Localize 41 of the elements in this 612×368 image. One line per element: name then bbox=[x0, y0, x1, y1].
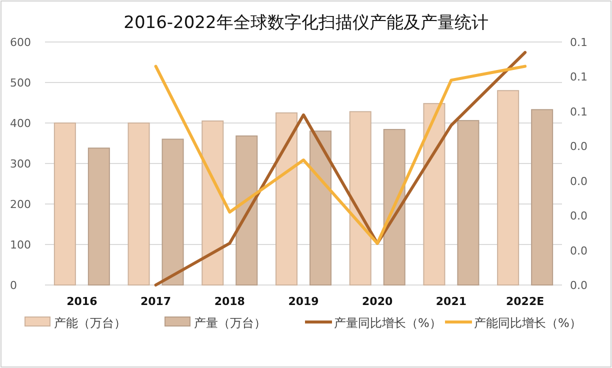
x-tick-label: 2017 bbox=[140, 295, 172, 308]
bar bbox=[162, 138, 184, 286]
x-tick-label: 2018 bbox=[214, 295, 245, 308]
bar bbox=[128, 122, 150, 286]
y2-tick-label: 0.1 bbox=[570, 105, 588, 118]
y-tick-label: 300 bbox=[10, 158, 31, 170]
chart-title: 2016-2022年全球数字化扫描仪产能及产量统计 bbox=[124, 13, 488, 33]
y2-tick-label: 0.1 bbox=[570, 70, 588, 84]
y2-tick-label: 0.0 bbox=[570, 174, 588, 188]
bar bbox=[202, 120, 224, 286]
bar bbox=[310, 130, 332, 286]
y-tick-label: 200 bbox=[10, 198, 31, 211]
x-tick-label: 2019 bbox=[288, 295, 319, 308]
x-tick-label: 2022E bbox=[506, 295, 544, 308]
y-tick-label: 100 bbox=[10, 238, 31, 252]
bar bbox=[531, 109, 554, 286]
bar bbox=[236, 135, 258, 286]
legend-label: 产能（万台） bbox=[54, 316, 126, 330]
x-tick-label: 2020 bbox=[362, 295, 394, 308]
bar bbox=[383, 128, 406, 286]
y2-tick-label: 0.0 bbox=[570, 210, 588, 223]
legend-label: 产能同比增长（%） bbox=[474, 316, 582, 330]
y2-tick-label: 0.1 bbox=[570, 36, 588, 49]
x-tick-label: 2016 bbox=[66, 295, 98, 308]
y-tick-label: 0 bbox=[10, 279, 17, 292]
bar bbox=[276, 112, 298, 286]
bar bbox=[54, 122, 76, 286]
bar bbox=[423, 103, 446, 286]
y2-tick-label: 0.0 bbox=[570, 140, 588, 154]
legend-label: 产量同比增长（%） bbox=[334, 316, 442, 330]
bar bbox=[349, 111, 372, 286]
legend-label: 产量（万台） bbox=[194, 316, 266, 330]
y2-tick-label: 0.0 bbox=[570, 279, 588, 292]
y-tick-label: 400 bbox=[10, 117, 31, 130]
y2-tick-label: 0.0 bbox=[570, 244, 588, 258]
bar bbox=[457, 120, 480, 286]
x-tick-label: 2021 bbox=[436, 295, 467, 308]
y-tick-label: 500 bbox=[10, 76, 31, 90]
bar bbox=[88, 148, 110, 286]
bar bbox=[497, 90, 520, 286]
y-tick-label: 600 bbox=[10, 36, 31, 49]
